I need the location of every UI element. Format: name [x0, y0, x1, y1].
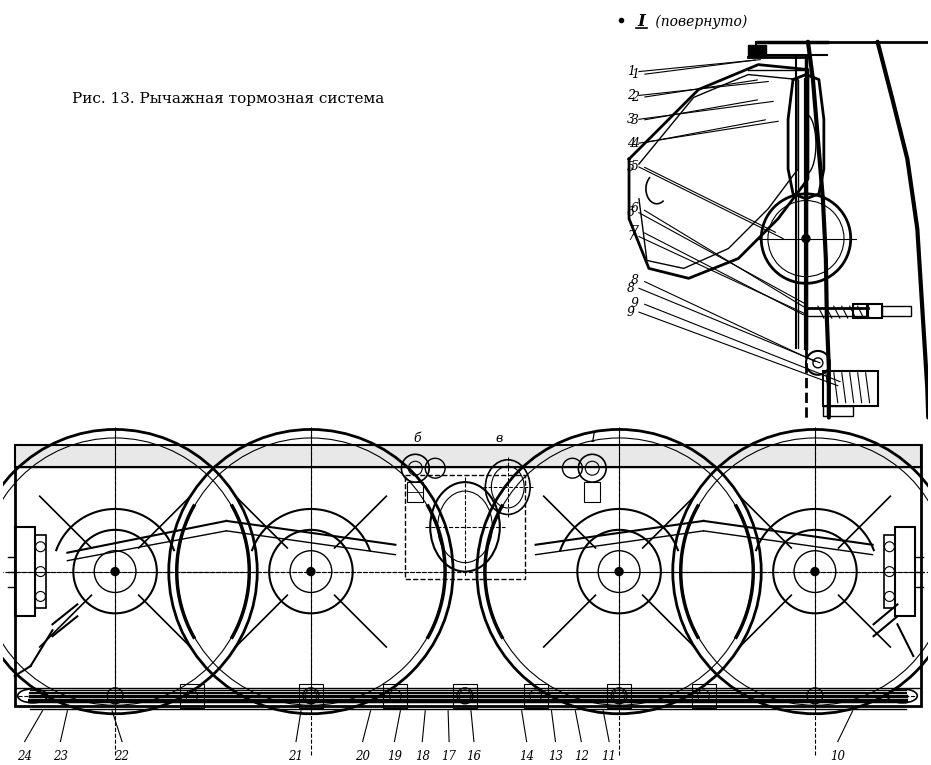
- Text: 22: 22: [115, 750, 129, 763]
- Text: 2: 2: [631, 91, 639, 104]
- Text: 8: 8: [627, 282, 635, 295]
- Circle shape: [615, 568, 623, 575]
- Bar: [405, 475, 525, 578]
- Bar: [692, 684, 716, 708]
- Text: I: I: [590, 431, 595, 444]
- Circle shape: [802, 235, 810, 243]
- Bar: [884, 535, 896, 608]
- Bar: [34, 535, 47, 608]
- Text: 7: 7: [627, 230, 635, 243]
- Bar: [15, 445, 922, 467]
- Text: 3: 3: [631, 114, 639, 127]
- Text: 21: 21: [289, 750, 304, 763]
- Circle shape: [811, 568, 819, 575]
- Text: 23: 23: [53, 750, 68, 763]
- Text: 19: 19: [387, 750, 402, 763]
- Text: 16: 16: [466, 750, 481, 763]
- Bar: [896, 527, 915, 617]
- Text: 4: 4: [627, 137, 635, 150]
- Bar: [523, 684, 547, 708]
- Bar: [180, 684, 204, 708]
- Text: 1: 1: [627, 65, 635, 78]
- Text: 6: 6: [631, 202, 639, 215]
- Text: Рис. 13. Рычажная тормозная система: Рис. 13. Рычажная тормозная система: [73, 93, 385, 106]
- Text: 5: 5: [627, 161, 635, 174]
- Text: 20: 20: [355, 750, 371, 763]
- Bar: [384, 684, 408, 708]
- Text: 7: 7: [631, 225, 639, 238]
- Bar: [453, 684, 477, 708]
- Bar: [749, 44, 766, 57]
- Bar: [823, 405, 853, 415]
- Text: 12: 12: [573, 750, 588, 763]
- Text: 11: 11: [601, 750, 616, 763]
- Text: 5: 5: [631, 160, 639, 173]
- Text: 17: 17: [441, 750, 456, 763]
- Text: в: в: [495, 431, 503, 444]
- Text: 2: 2: [627, 89, 635, 102]
- Text: 9: 9: [627, 306, 635, 319]
- Bar: [882, 306, 911, 316]
- Bar: [585, 482, 600, 502]
- Text: 1: 1: [631, 68, 639, 81]
- Text: 9: 9: [631, 297, 639, 310]
- Bar: [823, 371, 878, 405]
- Bar: [408, 482, 424, 502]
- Bar: [607, 684, 631, 708]
- Text: 13: 13: [548, 750, 563, 763]
- Text: 14: 14: [519, 750, 534, 763]
- Bar: [15, 445, 922, 706]
- Text: 24: 24: [17, 750, 33, 763]
- Bar: [868, 304, 882, 318]
- Bar: [853, 304, 867, 318]
- Bar: [299, 684, 323, 708]
- Text: 6: 6: [627, 207, 635, 220]
- Text: б: б: [413, 431, 421, 444]
- Circle shape: [111, 568, 119, 575]
- Text: 8: 8: [631, 274, 639, 287]
- Text: I: I: [637, 13, 645, 31]
- Bar: [15, 527, 34, 617]
- Circle shape: [307, 568, 315, 575]
- Text: 3: 3: [627, 112, 635, 125]
- Text: 18: 18: [414, 750, 430, 763]
- Text: 4: 4: [631, 137, 639, 150]
- Text: (повернуто): (повернуто): [651, 15, 748, 29]
- Text: 10: 10: [830, 750, 845, 763]
